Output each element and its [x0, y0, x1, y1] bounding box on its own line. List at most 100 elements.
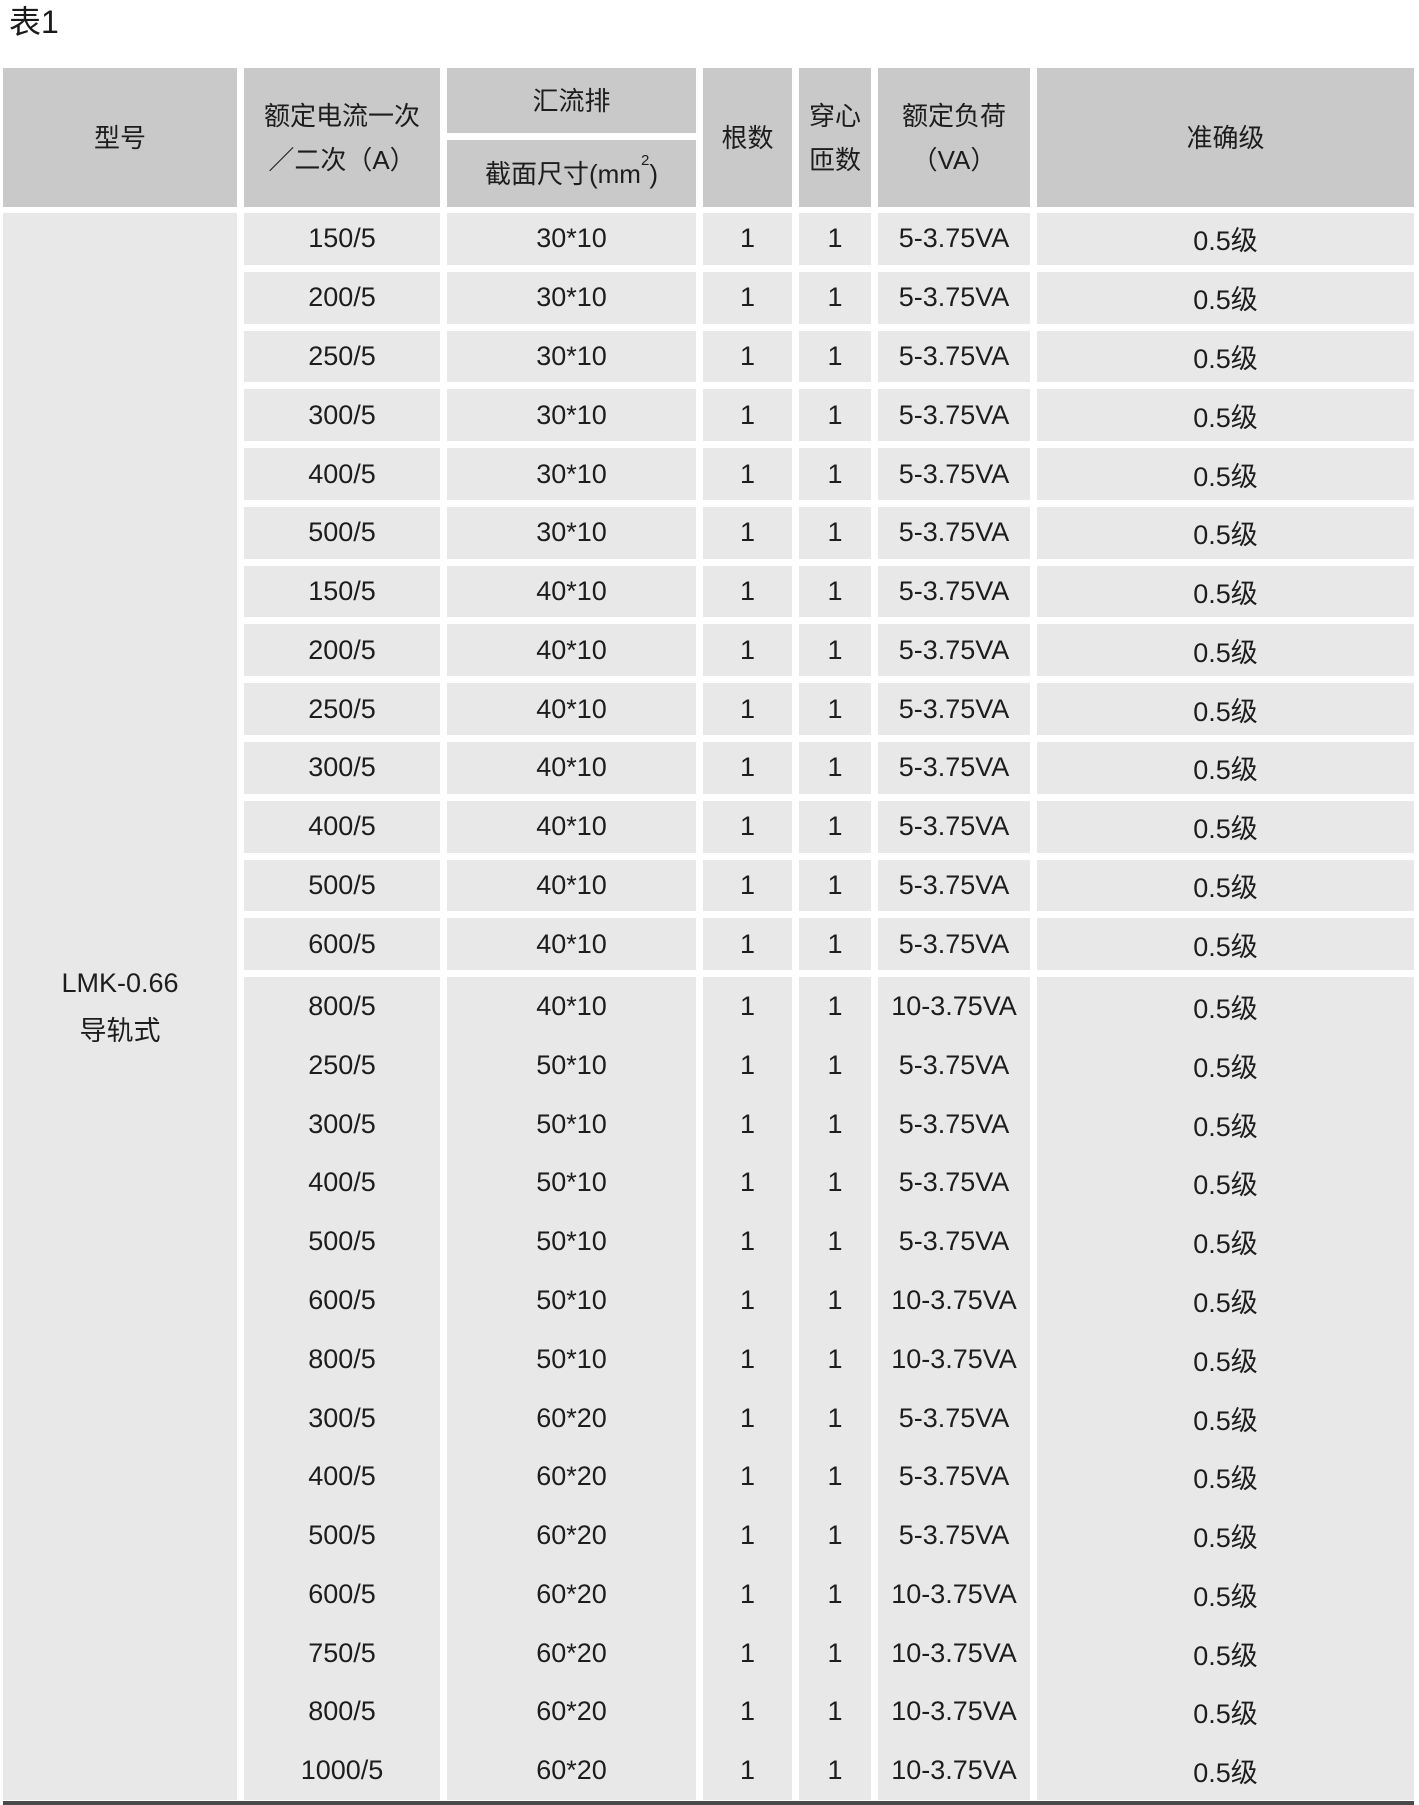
cell-cross-section: 50*10: [447, 1212, 696, 1272]
cell-accuracy-class: 0.5级: [1037, 565, 1414, 625]
cell-cross-section: 60*20: [447, 1564, 696, 1624]
cell-rated-load: 5-3.75VA: [878, 448, 1030, 507]
cell-rated-load: 5-3.75VA: [878, 1094, 1030, 1154]
table-row: 250/5 50*10 1 1 5-3.75VA 0.5级: [244, 1035, 1414, 1095]
cell-through-turns: 1: [799, 1329, 871, 1389]
header-bar-count: 根数: [703, 68, 792, 207]
cell-cross-section: 50*10: [447, 1035, 696, 1095]
cell-cross-section: 40*10: [447, 800, 696, 860]
cell-rated-load: 5-3.75VA: [878, 1035, 1030, 1095]
cell-rated-current: 500/5: [244, 506, 440, 566]
cell-rated-current: 600/5: [244, 1271, 440, 1330]
cell-bar-count: 1: [703, 1212, 792, 1272]
table-row: 600/5 60*20 1 1 10-3.75VA 0.5级: [244, 1564, 1414, 1624]
table-header: 型号 额定电流一次 ／二次（A） 汇流排 截面尺寸(mm2) 根数 穿心 匝数 …: [3, 68, 1414, 207]
table-row: 400/5 30*10 1 1 5-3.75VA 0.5级: [244, 448, 1414, 507]
cell-bar-count: 1: [703, 1506, 792, 1565]
cell-bar-count: 1: [703, 330, 792, 390]
cell-bar-count: 1: [703, 448, 792, 507]
cell-bar-count: 1: [703, 389, 792, 449]
cell-through-turns: 1: [799, 271, 871, 331]
spec-table: 型号 额定电流一次 ／二次（A） 汇流排 截面尺寸(mm2) 根数 穿心 匝数 …: [3, 68, 1414, 1801]
cell-cross-section: 30*10: [447, 271, 696, 331]
cell-rated-load: 10-3.75VA: [878, 1741, 1030, 1801]
cell-cross-section: 40*10: [447, 565, 696, 625]
cell-cross-section: 60*20: [447, 1447, 696, 1507]
cell-through-turns: 1: [799, 742, 871, 801]
cell-through-turns: 1: [799, 1035, 871, 1095]
cell-rated-load: 5-3.75VA: [878, 800, 1030, 860]
cell-bar-count: 1: [703, 1271, 792, 1330]
cell-bar-count: 1: [703, 1623, 792, 1683]
superscript-2: 2: [640, 151, 650, 169]
cell-through-turns: 1: [799, 859, 871, 919]
cell-through-turns: 1: [799, 624, 871, 684]
cell-through-turns: 1: [799, 1682, 871, 1742]
cell-rated-current: 500/5: [244, 1506, 440, 1565]
cell-cross-section: 40*10: [447, 918, 696, 978]
model-cell: LMK-0.66 导轨式: [3, 213, 237, 1800]
cell-through-turns: 1: [799, 1153, 871, 1213]
table-row: 300/5 50*10 1 1 5-3.75VA 0.5级: [244, 1094, 1414, 1154]
cell-bar-count: 1: [703, 624, 792, 684]
table-row: 600/5 50*10 1 1 10-3.75VA 0.5级: [244, 1271, 1414, 1330]
cell-bar-count: 1: [703, 1388, 792, 1448]
header-model: 型号: [3, 68, 237, 207]
cell-rated-load: 5-3.75VA: [878, 624, 1030, 684]
cell-bar-count: 1: [703, 1741, 792, 1801]
cell-bar-count: 1: [703, 565, 792, 625]
cell-rated-current: 750/5: [244, 1623, 440, 1683]
cell-cross-section: 30*10: [447, 448, 696, 507]
cell-accuracy-class: 0.5级: [1037, 389, 1414, 449]
cell-bar-count: 1: [703, 683, 792, 743]
cell-accuracy-class: 0.5级: [1037, 330, 1414, 390]
cell-bar-count: 1: [703, 977, 792, 1036]
table-row: 500/5 60*20 1 1 5-3.75VA 0.5级: [244, 1506, 1414, 1565]
cell-cross-section: 60*20: [447, 1682, 696, 1742]
cell-rated-current: 500/5: [244, 859, 440, 919]
cell-bar-count: 1: [703, 1564, 792, 1624]
cell-accuracy-class: 0.5级: [1037, 271, 1414, 331]
header-through-turns: 穿心 匝数: [799, 68, 871, 207]
cell-accuracy-class: 0.5级: [1037, 213, 1414, 272]
table-row: 750/5 60*20 1 1 10-3.75VA 0.5级: [244, 1623, 1414, 1683]
cell-cross-section: 50*10: [447, 1271, 696, 1330]
cell-rated-current: 300/5: [244, 742, 440, 801]
cell-through-turns: 1: [799, 448, 871, 507]
table-title: 表1: [9, 4, 59, 40]
cell-accuracy-class: 0.5级: [1037, 1329, 1414, 1389]
cell-rated-load: 5-3.75VA: [878, 1153, 1030, 1213]
cell-rated-current: 250/5: [244, 1035, 440, 1095]
cell-cross-section: 60*20: [447, 1623, 696, 1683]
cell-rated-load: 10-3.75VA: [878, 977, 1030, 1036]
cell-bar-count: 1: [703, 1035, 792, 1095]
cell-accuracy-class: 0.5级: [1037, 918, 1414, 978]
cell-bar-count: 1: [703, 1447, 792, 1507]
table-row: 200/5 40*10 1 1 5-3.75VA 0.5级: [244, 624, 1414, 684]
cell-rated-current: 800/5: [244, 977, 440, 1036]
cell-rated-current: 400/5: [244, 1447, 440, 1507]
cell-accuracy-class: 0.5级: [1037, 1682, 1414, 1742]
cell-accuracy-class: 0.5级: [1037, 1212, 1414, 1272]
cell-rated-load: 5-3.75VA: [878, 271, 1030, 331]
cell-rated-current: 1000/5: [244, 1741, 440, 1801]
cell-rated-current: 800/5: [244, 1682, 440, 1742]
cell-rated-current: 600/5: [244, 1564, 440, 1624]
cell-rated-current: 400/5: [244, 800, 440, 860]
cell-rated-current: 500/5: [244, 1212, 440, 1272]
cell-rated-current: 800/5: [244, 1329, 440, 1389]
table-row: 150/5 30*10 1 1 5-3.75VA 0.5级: [244, 213, 1414, 272]
table-row: 400/5 50*10 1 1 5-3.75VA 0.5级: [244, 1153, 1414, 1213]
cell-cross-section: 30*10: [447, 389, 696, 449]
cell-rated-current: 250/5: [244, 330, 440, 390]
header-accuracy-class: 准确级: [1037, 68, 1414, 207]
cell-rated-load: 5-3.75VA: [878, 213, 1030, 272]
cell-rated-current: 400/5: [244, 1153, 440, 1213]
table-bottom-border: [3, 1801, 1414, 1805]
cell-bar-count: 1: [703, 1153, 792, 1213]
cell-bar-count: 1: [703, 213, 792, 272]
cell-accuracy-class: 0.5级: [1037, 506, 1414, 566]
cell-rated-load: 5-3.75VA: [878, 742, 1030, 801]
cell-accuracy-class: 0.5级: [1037, 1623, 1414, 1683]
